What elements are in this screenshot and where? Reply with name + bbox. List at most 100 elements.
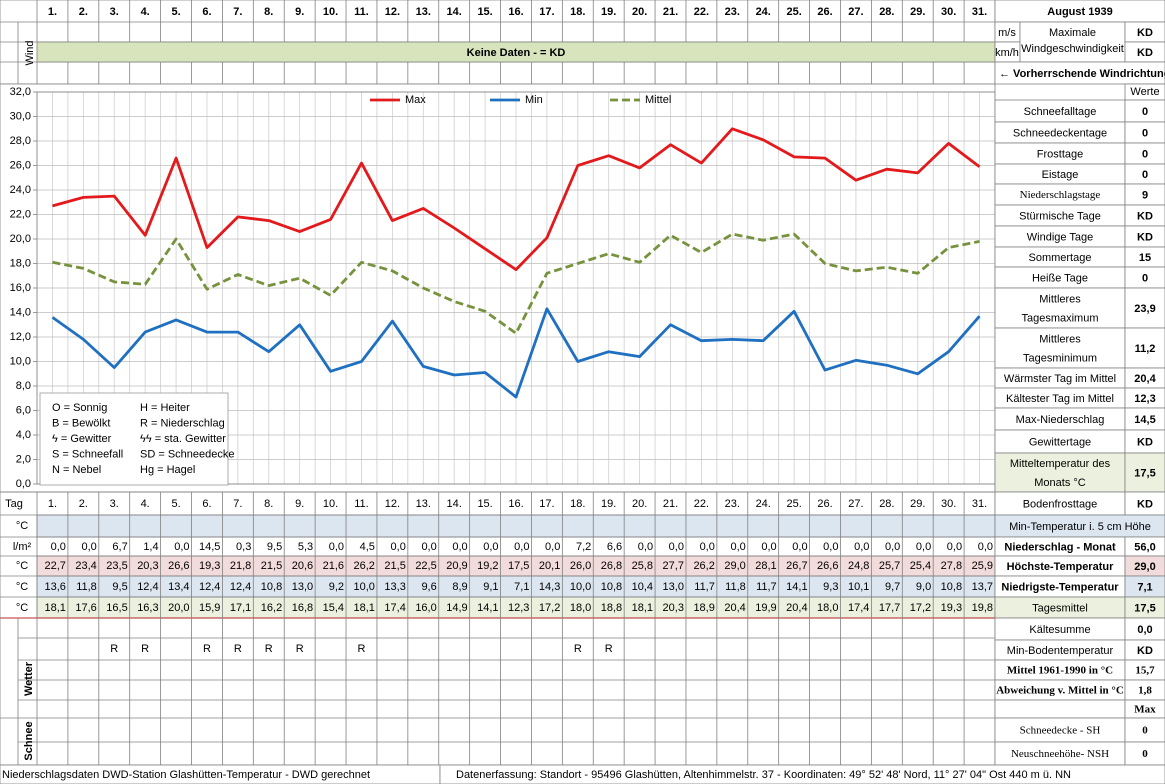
summary-value: 0: [1142, 272, 1148, 284]
summary-value: 29,0: [1134, 561, 1155, 573]
day-header: 3.: [110, 498, 119, 510]
temp-value: 16,3: [137, 602, 158, 614]
precip-value: 0,0: [885, 541, 900, 553]
summary-label: Mittleres: [1039, 333, 1081, 345]
temp-value: 20,3: [663, 602, 684, 614]
y-tick-label: 28,0: [10, 135, 31, 147]
day-header: 9.: [295, 6, 304, 18]
temp-value: 26,0: [570, 560, 591, 572]
day-header: 16.: [508, 6, 523, 18]
day-header: 22.: [694, 6, 709, 18]
summary-label: Monats °C: [1034, 477, 1086, 489]
temp-value: 21,6: [323, 560, 344, 572]
summary-label: Schneedeckentage: [1013, 127, 1107, 139]
summary-label: Niederschlag - Monat: [1004, 541, 1116, 553]
series-line: [51, 307, 981, 399]
temp-value: 10,0: [570, 581, 591, 593]
temp-value: 17,4: [384, 602, 405, 614]
month-title: August 1939: [1047, 6, 1112, 18]
day-header: 12.: [385, 6, 400, 18]
temp-value: 9,2: [329, 581, 344, 593]
temp-value: 10,8: [261, 581, 282, 593]
temp-value: 9,5: [112, 581, 127, 593]
temp-value: 22,5: [415, 560, 436, 572]
day-header: 7.: [233, 498, 242, 510]
day-header: 20.: [632, 498, 647, 510]
day-header: 26.: [817, 6, 832, 18]
temp-value: 14,9: [446, 602, 467, 614]
summary-label: Tagesminimum: [1023, 352, 1097, 364]
summary-value: 17,5: [1134, 467, 1155, 479]
precip-value: 0,0: [730, 541, 745, 553]
precip-value: 0,0: [978, 541, 993, 553]
summary-label: Max-Niederschlag: [1016, 414, 1105, 426]
key-entry: ϟϟ = sta. Gewitter: [140, 433, 226, 445]
summary-cell: [1124, 717, 1165, 743]
temp-value: 20,4: [786, 602, 807, 614]
row-unit: °C: [16, 581, 28, 593]
day-header: 10.: [323, 498, 338, 510]
section-label: Wetter: [23, 661, 35, 696]
row-unit: °C: [16, 520, 28, 532]
day-header: 4.: [141, 498, 150, 510]
temp-value: 9,1: [483, 581, 498, 593]
wind-unit: m/s: [998, 27, 1016, 39]
temp-value: 20,3: [137, 560, 158, 572]
temp-value: 26,2: [693, 560, 714, 572]
summary-label: Höchste-Temperatur: [1007, 561, 1114, 573]
day-header: 11.: [354, 498, 368, 510]
day-header: 27.: [848, 498, 863, 510]
summary-label: Tagesmittel: [1032, 602, 1088, 614]
day-header: 2.: [79, 6, 88, 18]
summary-value: 12,3: [1134, 393, 1155, 405]
day-header: 15.: [477, 6, 492, 18]
legend-label: Min: [525, 94, 543, 106]
temp-value: 18,1: [44, 602, 65, 614]
temp-value: 17,1: [230, 602, 251, 614]
day-header: 25.: [786, 498, 801, 510]
summary-label: Tagesmaximum: [1021, 312, 1098, 324]
precip-value: 0,0: [452, 541, 467, 553]
temp-value: 20,6: [292, 560, 313, 572]
temp-value: 20,1: [539, 560, 560, 572]
day-header: 17.: [539, 498, 554, 510]
temp-value: 14,3: [539, 581, 560, 593]
temp-value: 21,5: [261, 560, 282, 572]
precip-value: 0,0: [669, 541, 684, 553]
summary-label: Mitteltemperatur des: [1010, 458, 1111, 470]
precip-value: 0,0: [421, 541, 436, 553]
precip-value: 0,0: [761, 541, 776, 553]
temp-value: 10,1: [848, 581, 869, 593]
weather-code: R: [265, 643, 273, 655]
temp-value: 21,5: [384, 560, 405, 572]
summary-label: Wärmster Tag im Mittel: [1004, 373, 1116, 385]
day-header: 31.: [972, 6, 987, 18]
key-entry: N = Nebel: [52, 464, 101, 476]
temp-value: 26,2: [354, 560, 375, 572]
day-header: 24.: [756, 498, 771, 510]
key-entry: Hg = Hagel: [140, 464, 195, 476]
temp-value: 16,2: [261, 602, 282, 614]
section-label: Schnee: [23, 721, 35, 760]
summary-value: 1,8: [1138, 685, 1152, 697]
temp-value: 19,2: [477, 560, 498, 572]
summary-label: Mittleres: [1039, 293, 1081, 305]
temp-value: 18,1: [354, 602, 375, 614]
day-header: 16.: [508, 498, 523, 510]
summary-label: Mittel 1961-1990 in °C: [1007, 665, 1113, 677]
day-header: 18.: [570, 498, 585, 510]
summary-value: KD: [1137, 645, 1153, 657]
day-header: 13.: [416, 6, 431, 18]
summary-label: Niedrigste-Temperatur: [1001, 581, 1119, 593]
temp-value: 11,8: [76, 581, 97, 593]
temp-value: 23,4: [75, 560, 96, 572]
temp-value: 17,7: [879, 602, 900, 614]
temp-value: 9,6: [421, 581, 436, 593]
summary-value: 9: [1142, 189, 1148, 201]
y-tick-label: 20,0: [10, 233, 31, 245]
summary-value: 20,4: [1134, 373, 1156, 385]
summary-value: 0: [1142, 106, 1148, 118]
temp-value: 8,9: [452, 581, 467, 593]
key-entry: S = Schneefall: [52, 448, 123, 460]
precip-value: 0,0: [483, 541, 498, 553]
